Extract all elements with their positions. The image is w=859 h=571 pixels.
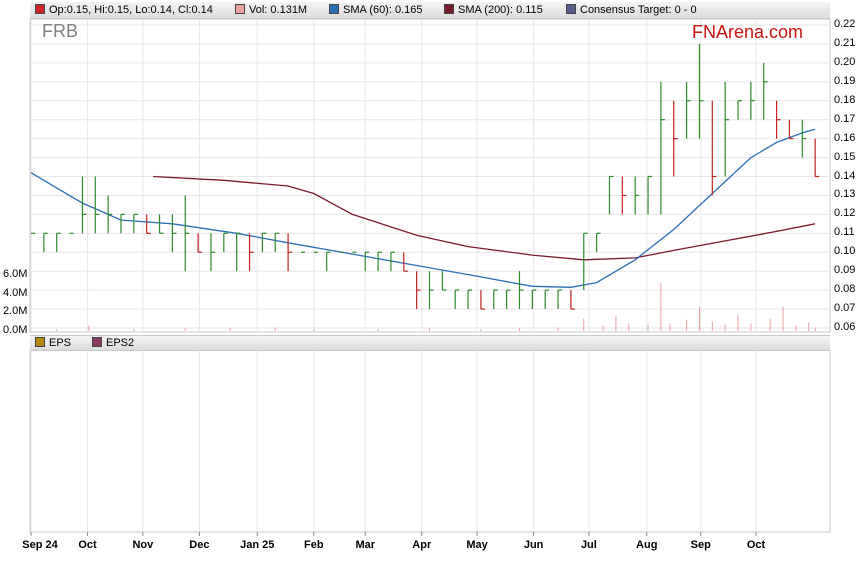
month-tick-label: Aug	[636, 539, 658, 551]
month-tick-label: Oct	[746, 539, 766, 551]
legend-sma60-label: SMA (60): 0.165	[343, 4, 423, 16]
volume-tick-label: 0.0M	[3, 324, 28, 336]
legend-eps2: EPS2	[92, 337, 134, 350]
consensus-swatch-icon	[566, 4, 576, 14]
month-tick-label: Apr	[412, 539, 432, 551]
month-tick-label: Jun	[523, 539, 544, 551]
volume-tick-label: 6.0M	[3, 267, 28, 280]
month-tick-label: Jan 25	[240, 539, 275, 551]
legend-ohlc: Op:0.15, Hi:0.15, Lo:0.14, Cl:0.14	[35, 4, 213, 17]
price-tick-label: 0.20	[834, 55, 856, 68]
month-tick-label: Oct	[78, 539, 97, 551]
month-tick-label: Dec	[189, 539, 210, 551]
month-tick-label: Feb	[304, 539, 324, 551]
legend-volume-label: Vol: 0.131M	[249, 4, 308, 16]
eps-plot-area	[29, 349, 831, 533]
eps-legend: EPS EPS2	[30, 335, 830, 351]
price-tick-label: 0.09	[834, 264, 856, 277]
price-tick-label: 0.12	[834, 207, 856, 220]
sma200-swatch-icon	[444, 4, 454, 14]
volume-tick-label: 2.0M	[3, 305, 28, 318]
price-tick-label: 0.21	[834, 36, 856, 49]
ohlc-swatch-icon	[35, 4, 45, 14]
volume-tick-label: 4.0M	[3, 286, 28, 299]
month-tick-label: Nov	[132, 539, 154, 551]
sma60-line	[30, 128, 816, 288]
price-tick-label: 0.10	[834, 245, 856, 258]
legend-sma60: SMA (60): 0.165	[329, 4, 423, 17]
price-tick-label: 0.22	[834, 18, 856, 30]
legend-volume: Vol: 0.131M	[235, 4, 307, 17]
legend-eps-label: EPS	[49, 337, 72, 349]
legend-eps: EPS	[35, 337, 71, 350]
legend-ohlc-label: Op:0.15, Hi:0.15, Lo:0.14, Cl:0.14	[49, 4, 213, 16]
legend-sma200: SMA (200): 0.115	[444, 4, 543, 17]
sma60-swatch-icon	[329, 4, 339, 14]
month-tick-label: Mar	[355, 539, 375, 551]
price-tick-label: 0.06	[834, 321, 856, 333]
legend-sma200-label: SMA (200): 0.115	[458, 4, 543, 16]
price-tick-label: 0.13	[834, 188, 856, 201]
price-tick-label: 0.18	[834, 93, 856, 106]
legend-eps2-label: EPS2	[106, 337, 135, 349]
month-tick-label: Jul	[580, 539, 597, 551]
legend-consensus-label: Consensus Target: 0 - 0	[580, 4, 697, 16]
eps2-swatch-icon	[92, 337, 102, 347]
volume-swatch-icon	[235, 4, 245, 14]
eps-swatch-icon	[35, 337, 45, 347]
month-tick-label: Sep 24	[22, 539, 58, 551]
sma200-line	[153, 175, 816, 261]
price-tick-label: 0.14	[834, 169, 856, 182]
price-tick-label: 0.11	[834, 226, 855, 239]
price-tick-label: 0.08	[834, 283, 856, 296]
price-tick-label: 0.07	[834, 302, 856, 315]
month-tick-label: May	[466, 539, 488, 551]
price-tick-label: 0.19	[834, 74, 856, 87]
price-tick-label: 0.16	[834, 131, 856, 144]
ticker-symbol: FRB	[42, 21, 78, 41]
price-tick-label: 0.15	[834, 150, 856, 163]
price-tick-label: 0.17	[834, 112, 856, 125]
month-tick-label: Sep	[690, 539, 711, 551]
brand-logo: FNArena.com	[692, 22, 804, 42]
price-legend: Op:0.15, Hi:0.15, Lo:0.14, Cl:0.14 Vol: …	[30, 2, 830, 19]
legend-consensus: Consensus Target: 0 - 0	[566, 4, 697, 17]
